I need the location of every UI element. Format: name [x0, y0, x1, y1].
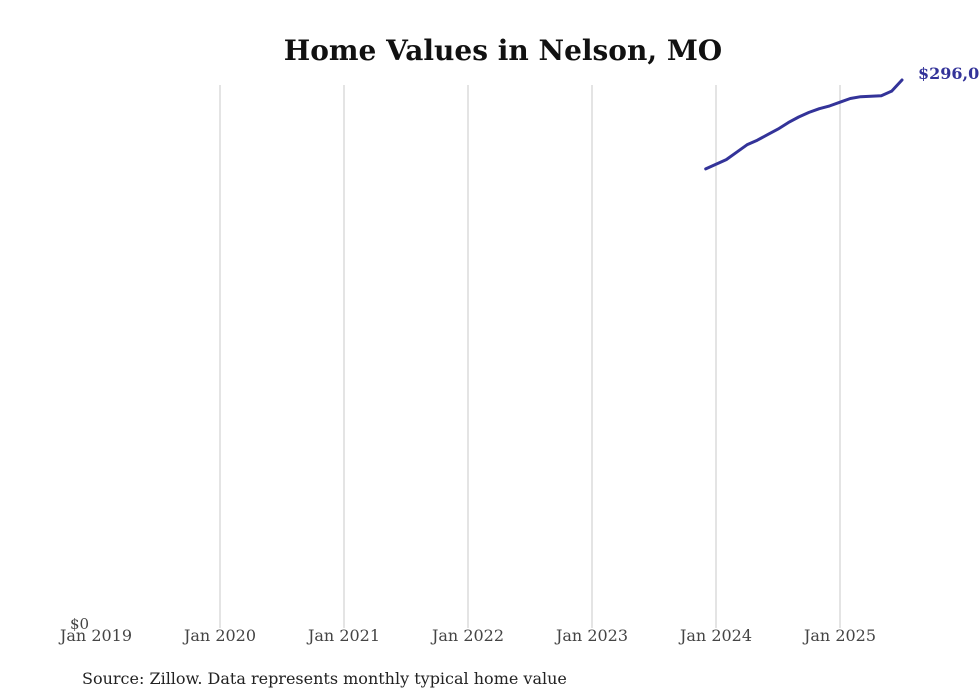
- x-tick-label: Jan 2020: [182, 626, 256, 645]
- x-tick-label: Jan 2021: [306, 626, 380, 645]
- x-tick-label: Jan 2023: [554, 626, 628, 645]
- end-value-label: $296,000: [918, 64, 980, 83]
- y-tick-label: $0: [70, 615, 89, 633]
- x-tick-label: Jan 2025: [802, 626, 876, 645]
- gridlines: [219, 85, 841, 628]
- chart-title: Home Values in Nelson, MO: [284, 34, 722, 67]
- x-tick-label: Jan 2019: [58, 626, 132, 645]
- series-layer: $296,000: [704, 64, 980, 171]
- series-line: [704, 78, 904, 171]
- x-tick-label: Jan 2022: [430, 626, 504, 645]
- x-tick-label: Jan 2024: [678, 626, 752, 645]
- source-note: Source: Zillow. Data represents monthly …: [82, 669, 567, 688]
- x-axis-ticks: Jan 2019 Jan 2020 Jan 2021 Jan 2022 Jan 2023…: [58, 626, 876, 645]
- y-axis-ticks: $0: [70, 615, 89, 633]
